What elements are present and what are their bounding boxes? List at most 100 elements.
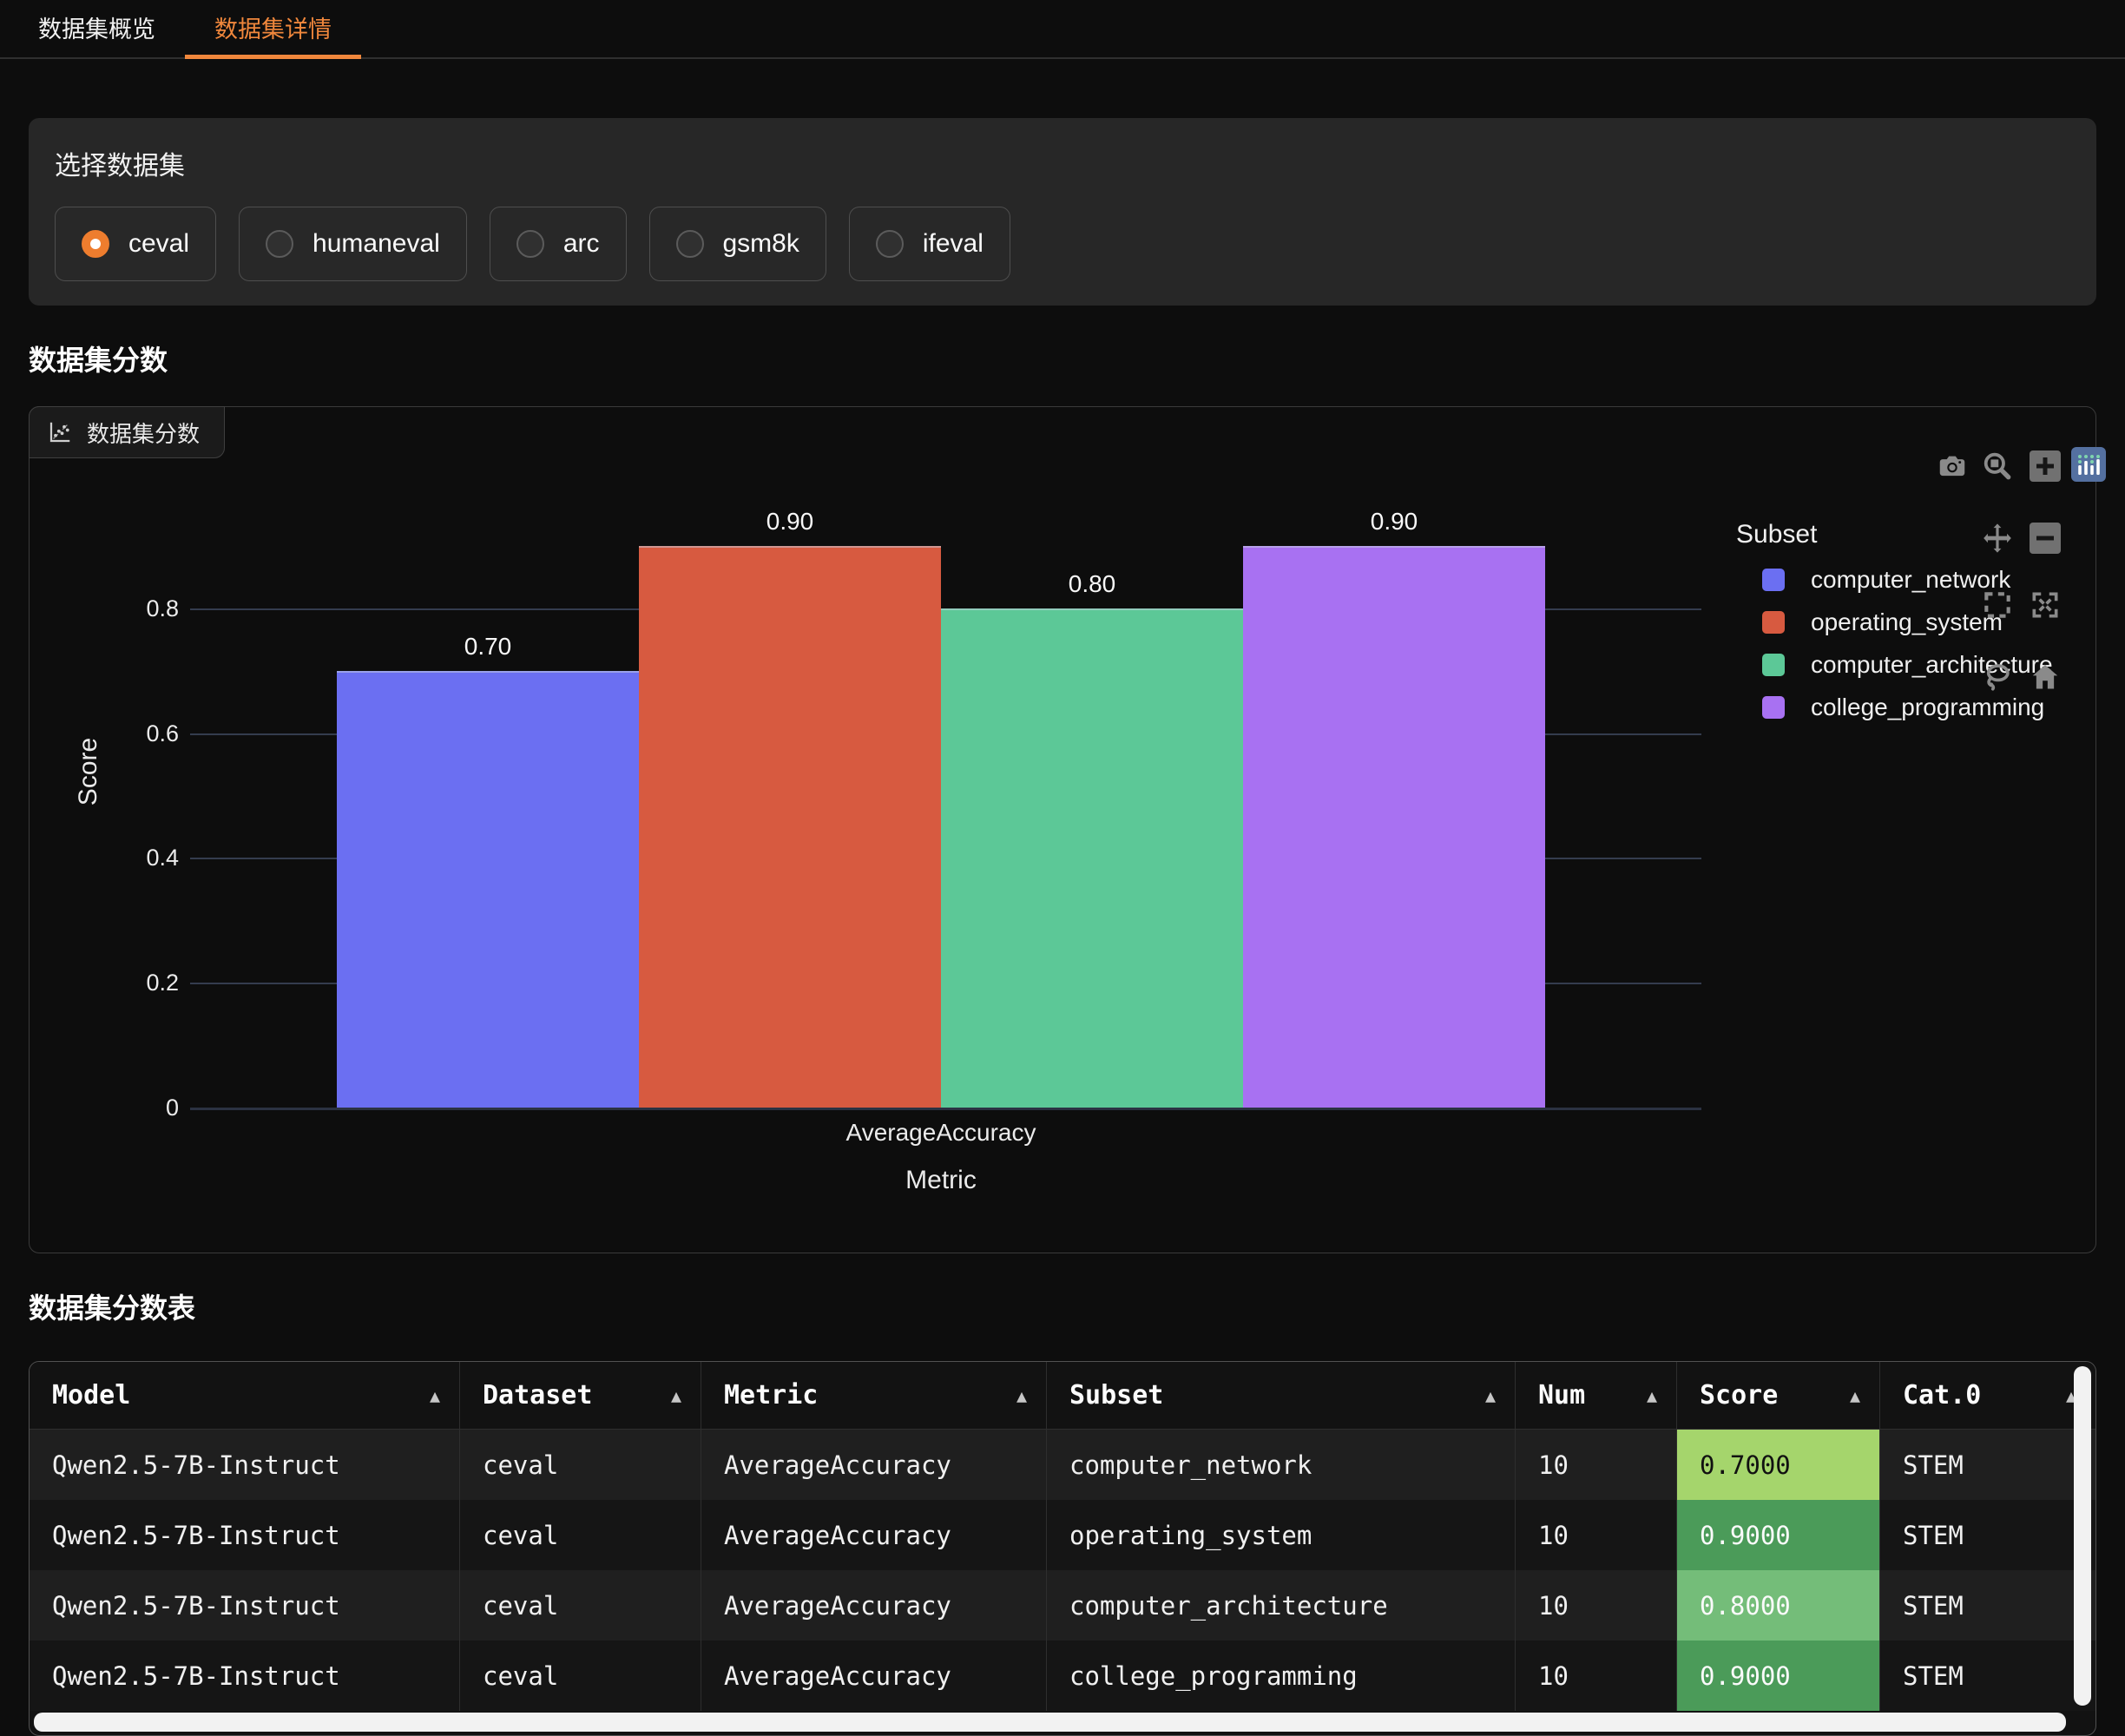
legend-swatch-icon [1762, 696, 1785, 719]
bar-computer_architecture [941, 608, 1243, 1108]
cell-model: Qwen2.5-7B-Instruct [30, 1430, 459, 1500]
vertical-scrollbar[interactable] [2074, 1366, 2091, 1706]
dataset-selector-panel: 选择数据集 ceval humaneval arc gsm8k ifeval [29, 118, 2096, 306]
column-header-label: Score [1700, 1380, 1778, 1410]
lasso-icon[interactable] [1980, 660, 2015, 694]
cell-score: 0.8000 [1676, 1570, 1879, 1641]
radio-unselected-icon [676, 230, 704, 258]
scatter-plot-icon [47, 419, 73, 445]
radio-option-label: arc [563, 229, 600, 259]
score-value: 0.9000 [1677, 1500, 1879, 1570]
column-header-label: Dataset [483, 1380, 592, 1410]
cell-cat0: STEM [1879, 1570, 2095, 1641]
legend-item-label: college_programming [1811, 694, 2044, 721]
cell-cat0: STEM [1879, 1641, 2095, 1711]
cell-subset: college_programming [1046, 1641, 1515, 1711]
bar-computer_network [337, 671, 639, 1108]
dataset-score-chart-panel: 数据集分数 00.20.40.60.80.700.900.800.90 Scor… [29, 406, 2096, 1253]
bar-value-label: 0.70 [337, 633, 639, 666]
cell-score: 0.9000 [1676, 1641, 1879, 1711]
column-header-score[interactable]: Score ▲ [1676, 1362, 1879, 1430]
zoom-icon[interactable] [1980, 449, 2015, 483]
sort-arrow-icon[interactable]: ▲ [1647, 1385, 1657, 1406]
cell-metric: AverageAccuracy [701, 1641, 1046, 1711]
sort-arrow-icon[interactable]: ▲ [430, 1385, 440, 1406]
dataset-score-table: Model ▲ Dataset ▲ Metric ▲ Subset ▲ Num ▲ Score ▲ Ca… [29, 1361, 2096, 1736]
radio-unselected-icon [876, 230, 904, 258]
zoom-in-icon[interactable] [2028, 449, 2062, 483]
legend-item-label: operating_system [1811, 608, 2003, 636]
horizontal-scrollbar[interactable] [34, 1713, 2066, 1732]
sort-arrow-icon[interactable]: ▲ [671, 1385, 681, 1406]
column-header-cat-0[interactable]: Cat.0▲ [1879, 1362, 2095, 1430]
column-header-num[interactable]: Num ▲ [1515, 1362, 1676, 1430]
legend-swatch-icon [1762, 654, 1785, 676]
bar-value-label: 0.90 [639, 508, 941, 541]
cell-model: Qwen2.5-7B-Instruct [30, 1570, 459, 1641]
cell-subset: operating_system [1046, 1500, 1515, 1570]
table-section-heading: 数据集分数表 [29, 1286, 2096, 1326]
legend-item-label: computer_architecture [1811, 651, 2053, 679]
radio-option-ceval[interactable]: ceval [55, 207, 216, 281]
column-header-label: Subset [1069, 1380, 1163, 1410]
radio-option-label: ceval [128, 229, 189, 259]
column-header-model[interactable]: Model ▲ [30, 1362, 459, 1430]
radio-option-humaneval[interactable]: humaneval [239, 207, 467, 281]
sort-arrow-icon[interactable]: ▲ [1850, 1385, 1860, 1406]
pan-icon[interactable] [1980, 521, 2015, 556]
tab-dataset-overview[interactable]: 数据集概览 [9, 0, 185, 59]
zoom-out-icon[interactable] [2028, 521, 2062, 556]
reset-home-icon[interactable] [2028, 660, 2062, 694]
cell-metric: AverageAccuracy [701, 1430, 1046, 1500]
bar-operating_system [639, 546, 941, 1108]
dataset-radio-group: ceval humaneval arc gsm8k ifeval [55, 207, 2070, 281]
sort-arrow-icon[interactable]: ▲ [1485, 1385, 1496, 1406]
column-header-metric[interactable]: Metric ▲ [701, 1362, 1046, 1430]
sort-arrow-icon[interactable]: ▲ [1016, 1385, 1027, 1406]
radio-option-arc[interactable]: arc [490, 207, 627, 281]
legend-swatch-icon [1762, 569, 1785, 591]
radio-option-ifeval[interactable]: ifeval [849, 207, 1010, 281]
cell-cat0: STEM [1879, 1500, 2095, 1570]
radio-unselected-icon [266, 230, 293, 258]
column-header-subset[interactable]: Subset ▲ [1046, 1362, 1515, 1430]
cell-metric: AverageAccuracy [701, 1500, 1046, 1570]
y-tick-label: 0.4 [66, 842, 179, 873]
x-axis-tick-label: AverageAccuracy [337, 1119, 1545, 1147]
cell-model: Qwen2.5-7B-Instruct [30, 1500, 459, 1570]
plot-tab-label: 数据集分数 [29, 406, 225, 458]
column-header-label: Metric [724, 1380, 818, 1410]
bar-value-label: 0.80 [941, 570, 1243, 603]
plotly-logo-icon[interactable] [2071, 447, 2106, 482]
column-header-label: Num [1538, 1380, 1585, 1410]
tab-dataset-details[interactable]: 数据集详情 [185, 0, 361, 59]
column-header-dataset[interactable]: Dataset ▲ [459, 1362, 701, 1430]
x-axis-title: Metric [337, 1166, 1545, 1195]
radio-option-gsm8k[interactable]: gsm8k [649, 207, 826, 281]
gridline-y-0 [190, 1108, 1701, 1110]
cell-metric: AverageAccuracy [701, 1570, 1046, 1641]
cell-num: 10 [1515, 1641, 1676, 1711]
tab-bar: 数据集概览 数据集详情 [0, 0, 2125, 59]
cell-subset: computer_architecture [1046, 1570, 1515, 1641]
legend-swatch-icon [1762, 611, 1785, 634]
cell-subset: computer_network [1046, 1430, 1515, 1500]
y-tick-label: 0.8 [66, 593, 179, 624]
y-tick-label: 0.2 [66, 967, 179, 998]
bar-value-label: 0.90 [1243, 508, 1545, 541]
autoscale-icon[interactable] [2028, 588, 2062, 622]
column-header-label: Model [52, 1380, 130, 1410]
cell-num: 10 [1515, 1500, 1676, 1570]
radio-unselected-icon [516, 230, 544, 258]
score-value: 0.9000 [1677, 1641, 1879, 1711]
cell-model: Qwen2.5-7B-Instruct [30, 1641, 459, 1711]
cell-cat0: STEM [1879, 1430, 2095, 1500]
box-select-icon[interactable] [1980, 588, 2015, 622]
plus-glyph [2030, 450, 2061, 482]
camera-icon[interactable] [1935, 449, 1970, 483]
cell-dataset: ceval [459, 1641, 701, 1711]
radio-option-label: gsm8k [723, 229, 799, 259]
score-value: 0.8000 [1677, 1570, 1879, 1641]
cell-num: 10 [1515, 1570, 1676, 1641]
score-value: 0.7000 [1677, 1430, 1879, 1500]
